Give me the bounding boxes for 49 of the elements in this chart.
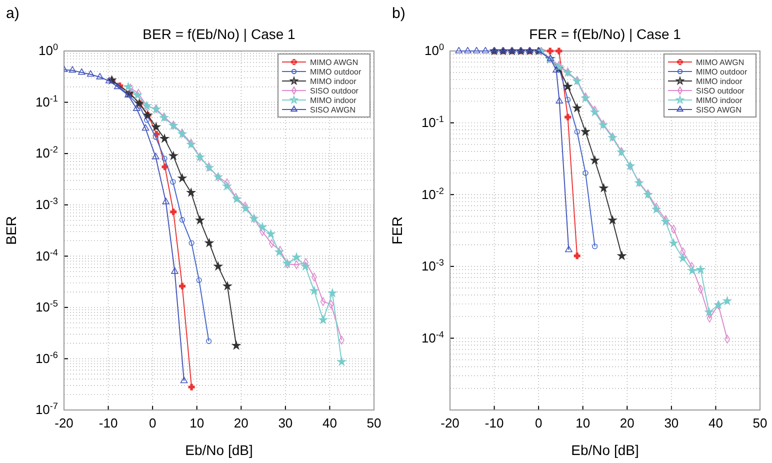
y-tick-label: 10$^{0}$	[38, 42, 58, 58]
x-tick-label: 0	[148, 415, 156, 430]
x-tick-label: -10	[98, 415, 118, 430]
legend-label: SISO outdoor	[310, 86, 359, 96]
x-tick-label: 50	[752, 415, 768, 430]
y-tick-label: 10$^{-3}$	[35, 196, 58, 212]
y-tick-label: 10$^{-6}$	[35, 350, 58, 366]
y-tick-label: 10$^{-2}$	[35, 144, 58, 161]
x-axis-title: Eb/No [dB]	[571, 442, 639, 458]
x-tick-label: 40	[322, 415, 337, 430]
y-tick-label: 10$^{-1}$	[421, 114, 444, 130]
y-axis-title: BER	[3, 216, 19, 245]
x-tick-label: -10	[484, 415, 504, 430]
legend-label: SISO AWGN	[696, 106, 742, 114]
y-tick-label: 10$^{-4}$	[35, 247, 58, 264]
x-axis-title: Eb/No [dB]	[185, 442, 253, 458]
x-tick-label: 30	[278, 415, 293, 430]
y-tick-label: 10$^{-5}$	[35, 298, 58, 315]
legend-label: MIMO outdoor	[696, 68, 748, 76]
text: b)	[392, 5, 406, 22]
x-tick-label: 0	[534, 415, 542, 430]
y-tick-label: 10$^{-4}$	[421, 329, 444, 346]
legend-label: SISO AWGN	[310, 106, 356, 114]
legend-label: MIMO indoor	[310, 96, 357, 105]
legend-label: MIMO AWGN	[696, 58, 744, 67]
y-tick-label: 10$^{-2}$	[421, 186, 444, 202]
x-tick-label: 20	[620, 415, 634, 430]
legend-label: MIMO AWGN	[310, 58, 358, 67]
x-tick-label: 40	[708, 415, 723, 430]
legend-label: MIMO indoor	[696, 77, 743, 86]
x-tick-label: 10	[190, 415, 204, 430]
x-tick-label: 30	[664, 415, 679, 430]
x-tick-label: 10	[576, 415, 590, 430]
text: a)	[6, 5, 20, 22]
y-axis-title: FER	[389, 216, 405, 244]
x-tick-label: 20	[234, 415, 248, 430]
legend-label: MIMO outdoor	[310, 68, 362, 76]
y-tick-label: 10$^{-3}$	[421, 258, 444, 274]
y-tick-label: 10$^{-7}$	[35, 401, 58, 418]
x-tick-label: -20	[54, 415, 74, 430]
legend-label: MIMO indoor	[310, 77, 357, 86]
x-tick-label: -20	[440, 415, 460, 430]
legend-label: SISO outdoor	[696, 86, 745, 96]
chart-title: FER = f(Eb/No) | Case 1	[529, 26, 682, 42]
y-tick-label: 10$^{0}$	[424, 42, 444, 58]
y-tick-label: 10$^{-1}$	[35, 93, 58, 110]
x-tick-label: 50	[366, 415, 382, 430]
legend-label: MIMO indoor	[696, 96, 743, 105]
chart-title: BER = f(Eb/No) | Case 1	[142, 26, 296, 42]
